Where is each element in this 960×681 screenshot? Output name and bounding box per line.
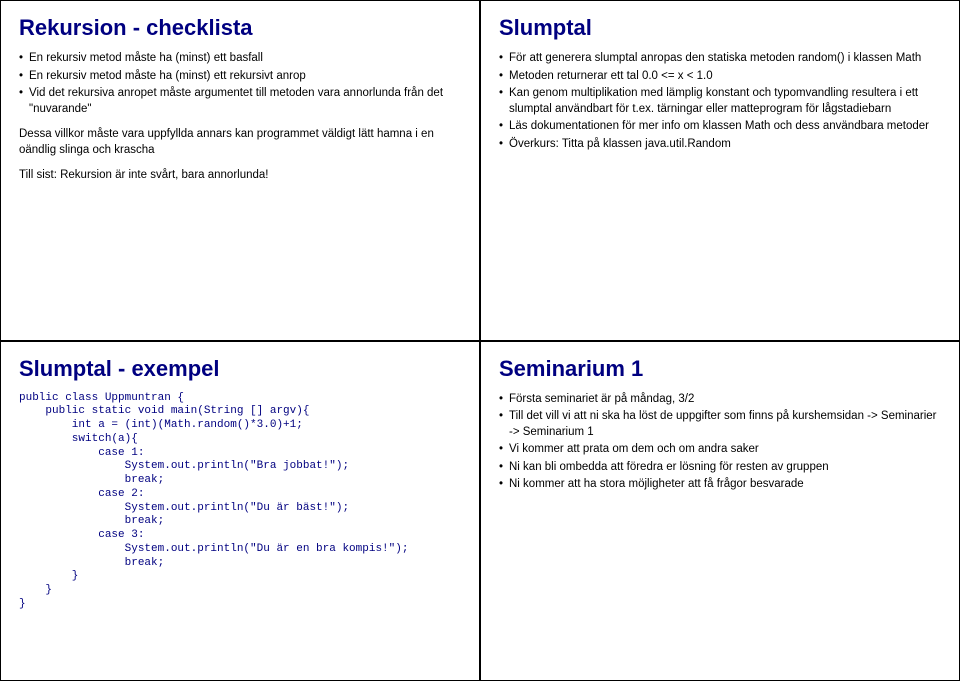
slide-slumptal-exempel: Slumptal - exempel public class Uppmuntr… [0,341,480,681]
slide-body: public class Uppmuntran { public static … [19,392,461,612]
bullet-item: Första seminariet är på måndag, 3/2 [499,392,941,408]
bullet-item: Metoden returnerar ett tal 0.0 <= x < 1.… [499,69,941,85]
slide-slumptal: Slumptal För att generera slumptal anrop… [480,0,960,341]
bullet-item: Läs dokumentationen för mer info om klas… [499,119,941,135]
bullet-item: Vi kommer att prata om dem och om andra … [499,442,941,458]
bullet-item: Överkurs: Titta på klassen java.util.Ran… [499,137,941,153]
bullet-list: Första seminariet är på måndag, 3/2 Till… [499,392,941,493]
slide-body: Första seminariet är på måndag, 3/2 Till… [499,392,941,493]
slide-rekursion-checklista: Rekursion - checklista En rekursiv metod… [0,0,480,341]
slide-body: En rekursiv metod måste ha (minst) ett b… [19,51,461,184]
slide-body: För att generera slumptal anropas den st… [499,51,941,152]
bullet-item: Till det vill vi att ni ska ha löst de u… [499,409,941,440]
paragraph: Dessa villkor måste vara uppfyllda annar… [19,127,461,158]
slide-grid: Rekursion - checklista En rekursiv metod… [0,0,960,681]
slide-title: Rekursion - checklista [19,15,461,41]
bullet-item: En rekursiv metod måste ha (minst) ett r… [19,69,461,85]
bullet-item: Kan genom multiplikation med lämplig kon… [499,86,941,117]
code-block: public class Uppmuntran { public static … [19,392,461,612]
bullet-item: Vid det rekursiva anropet måste argument… [19,86,461,117]
slide-title: Seminarium 1 [499,356,941,382]
slide-title: Slumptal [499,15,941,41]
slide-title: Slumptal - exempel [19,356,461,382]
bullet-list: För att generera slumptal anropas den st… [499,51,941,152]
bullet-item: För att generera slumptal anropas den st… [499,51,941,67]
slide-seminarium-1: Seminarium 1 Första seminariet är på mån… [480,341,960,681]
bullet-item: Ni kommer att ha stora möjligheter att f… [499,477,941,493]
bullet-list: En rekursiv metod måste ha (minst) ett b… [19,51,461,117]
bullet-item: En rekursiv metod måste ha (minst) ett b… [19,51,461,67]
paragraph: Till sist: Rekursion är inte svårt, bara… [19,168,461,184]
bullet-item: Ni kan bli ombedda att föredra er lösnin… [499,460,941,476]
